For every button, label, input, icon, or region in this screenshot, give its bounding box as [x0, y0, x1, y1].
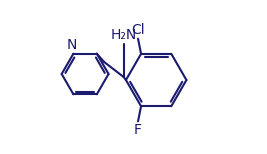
Text: F: F	[134, 123, 142, 137]
Text: Cl: Cl	[131, 23, 145, 37]
Text: H₂N: H₂N	[111, 28, 137, 42]
Text: N: N	[67, 38, 77, 52]
